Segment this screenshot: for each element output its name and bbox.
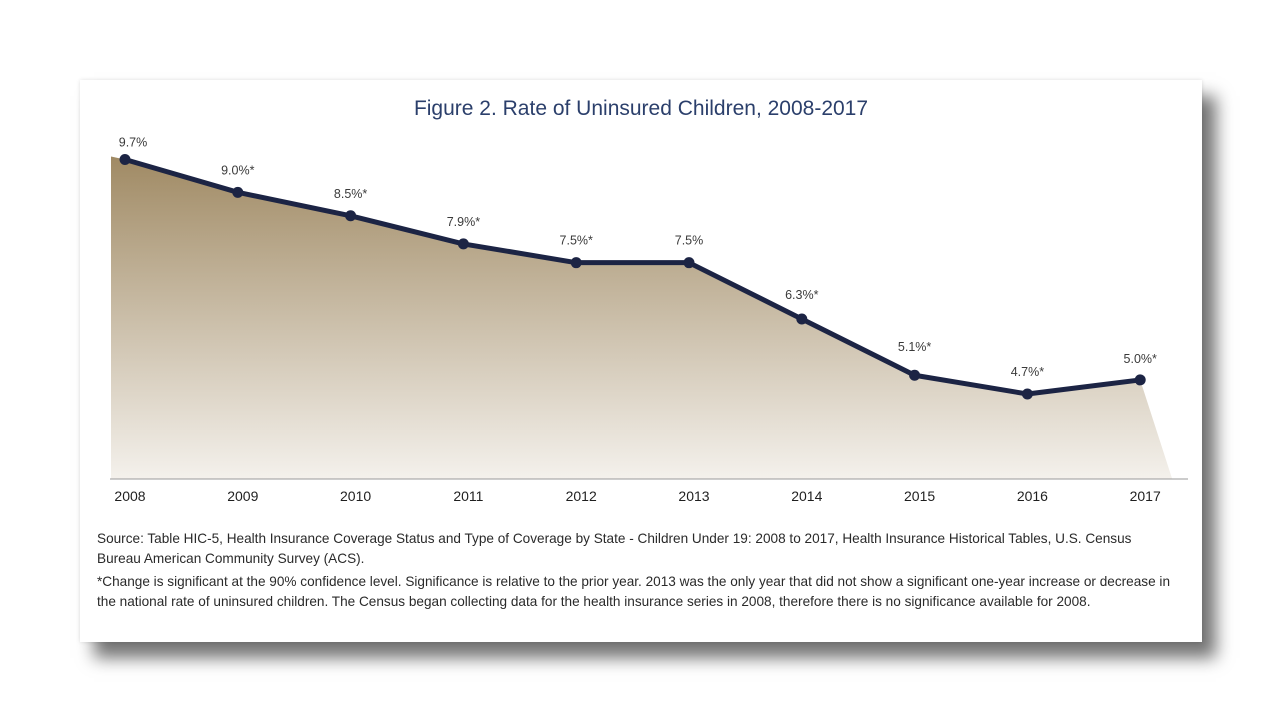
x-tick-label: 2008 <box>114 488 145 504</box>
x-tick-label: 2014 <box>791 488 822 504</box>
x-tick-label: 2016 <box>1017 488 1048 504</box>
x-tick-label: 2010 <box>340 488 371 504</box>
figure-card: Figure 2. Rate of Uninsured Children, 20… <box>80 80 1202 642</box>
data-label: 9.0%* <box>221 163 254 177</box>
data-label: 7.5%* <box>560 234 593 248</box>
data-label: 9.7% <box>119 136 148 150</box>
data-point <box>909 369 921 381</box>
data-label: 4.7%* <box>1011 365 1044 379</box>
significance-note: *Change is significant at the 90% confid… <box>97 574 1171 609</box>
data-point <box>570 257 582 269</box>
x-tick-label: 2012 <box>566 488 597 504</box>
data-point <box>1021 388 1033 400</box>
series-line <box>122 157 1143 397</box>
chart-title: Figure 2. Rate of Uninsured Children, 20… <box>413 97 869 120</box>
data-point <box>683 257 695 269</box>
data-point <box>796 313 808 325</box>
data-label: 5.1%* <box>898 340 931 354</box>
source-note: Source: Table HIC-5, Health Insurance Co… <box>97 531 1132 566</box>
data-label: 6.3%* <box>785 288 818 302</box>
area-fill <box>111 156 1173 479</box>
data-point <box>1134 374 1146 386</box>
x-tick-label: 2013 <box>678 488 709 504</box>
data-point <box>345 210 357 222</box>
data-label: 8.5%* <box>334 187 367 201</box>
x-tick-label: 2009 <box>227 488 258 504</box>
data-point <box>457 238 469 250</box>
area-chart: 9.7% 2008 9.0%* 2009 8.5%* 2010 7.9%* 2011 7.5%*… <box>110 136 1188 504</box>
data-point <box>232 186 244 198</box>
x-tick-label: 2015 <box>904 488 935 504</box>
data-point <box>119 154 131 165</box>
data-label: 5.0%* <box>1124 352 1157 366</box>
x-tick-label: 2017 <box>1130 488 1161 504</box>
chart-notes: Source: Table HIC-5, Health Insurance Co… <box>97 529 1177 615</box>
data-label: 7.9%* <box>447 215 480 229</box>
x-tick-label: 2011 <box>453 488 483 504</box>
data-label: 7.5% <box>675 234 704 248</box>
